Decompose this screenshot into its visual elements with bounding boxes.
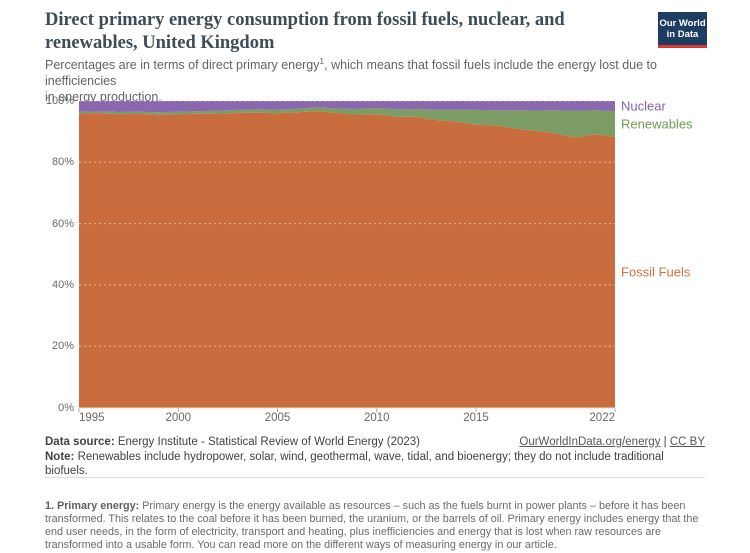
footer-links: OurWorldInData.org/energy | CC BY: [519, 435, 705, 450]
owid-energy-link[interactable]: OurWorldInData.org/energy: [519, 436, 661, 448]
footnote: 1. Primary energy: Primary energy is the…: [45, 500, 705, 553]
note-line: Note: Renewables include hydropower, sol…: [45, 451, 664, 478]
owid-logo-accent-bar: [658, 45, 707, 48]
owid-logo-line2: in Data: [666, 29, 699, 40]
area-fossil-fuels: [79, 111, 615, 408]
chart-subtitle-line2: in energy production.: [45, 90, 162, 104]
note-text: Renewables include hydropower, solar, wi…: [45, 450, 664, 478]
y-axis-label-60: 60%: [51, 217, 74, 230]
data-source-label: Data source:: [45, 436, 115, 448]
note-label: Note:: [45, 450, 75, 463]
x-axis-label-2000: 2000: [165, 412, 192, 424]
area-nuclear: [79, 101, 615, 113]
page-title-line2: renewables, United Kingdom: [45, 33, 275, 53]
link-separator: |: [660, 436, 670, 448]
owid-logo[interactable]: Our World in Data: [658, 12, 707, 48]
y-axis-label-80: 80%: [51, 156, 74, 169]
footer-divider: [45, 477, 705, 478]
data-source-text: Energy Institute - Statistical Review of…: [114, 436, 420, 448]
y-axis-label-40: 40%: [51, 278, 74, 291]
data-source-line: Data source: Energy Institute - Statisti…: [45, 435, 420, 450]
x-axis-label-2005: 2005: [264, 412, 291, 424]
footnote-marker: 1: [319, 55, 325, 66]
x-axis-label-2022: 2022: [589, 412, 615, 424]
cc-by-link[interactable]: CC BY: [669, 436, 705, 448]
x-axis-label-1995: 1995: [79, 412, 105, 424]
footnote-lead: 1. Primary energy:: [45, 499, 140, 512]
owid-logo-line1: Our World: [659, 18, 706, 29]
y-axis-label-20: 20%: [51, 340, 74, 353]
x-axis-label-2015: 2015: [463, 412, 489, 424]
y-axis-label-100: 100%: [45, 95, 74, 107]
chart-subtitle: Percentages are in terms of direct prima…: [45, 57, 695, 105]
area-renewables: [79, 107, 615, 138]
chart-subtitle-line1: Percentages are in terms of direct prima…: [45, 55, 657, 88]
x-axis-label-2010: 2010: [363, 412, 390, 424]
footnote-body: Primary energy is the energy available a…: [45, 499, 699, 552]
page-title-line1: Direct primary energy consumption from f…: [45, 10, 565, 30]
legend-label-fossil-fuels: Fossil Fuels: [621, 264, 691, 280]
legend-label-renewables: Renewables: [621, 116, 693, 132]
legend-label-nuclear: Nuclear: [621, 98, 666, 114]
source-bar: Data source: Energy Institute - Statisti…: [45, 435, 705, 479]
y-axis-label-0: 0%: [58, 401, 74, 414]
page-title: Direct primary energy consumption from f…: [45, 9, 645, 55]
